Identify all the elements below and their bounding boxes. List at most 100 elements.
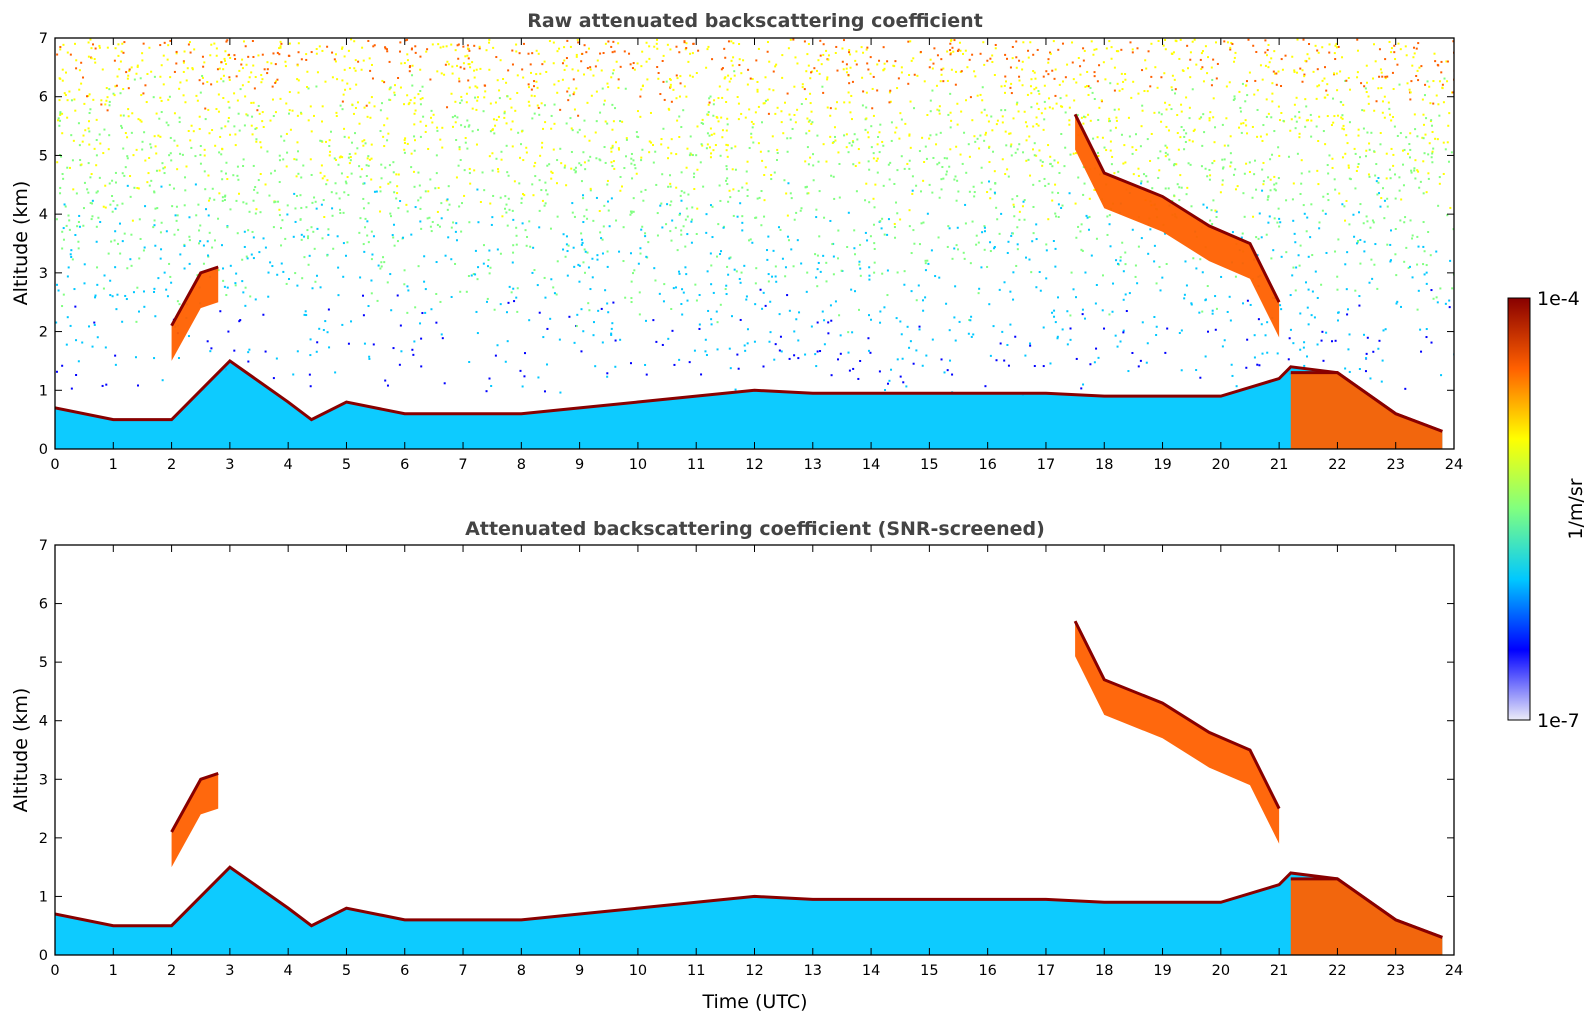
noise-pixel [1212, 116, 1215, 119]
noise-pixel [1221, 167, 1224, 170]
noise-pixel [1379, 68, 1382, 71]
noise-pixel [543, 390, 546, 393]
noise-pixel [831, 141, 834, 144]
noise-pixel [1328, 51, 1331, 54]
noise-pixel [67, 266, 70, 269]
noise-pixel [1356, 165, 1359, 168]
noise-pixel [227, 116, 230, 119]
noise-pixel [129, 195, 132, 198]
noise-pixel [467, 57, 470, 60]
noise-pixel [215, 108, 218, 111]
noise-pixel [344, 88, 347, 91]
noise-pixel [1142, 173, 1145, 176]
noise-pixel [570, 127, 573, 130]
noise-pixel [617, 42, 620, 45]
noise-pixel [58, 99, 61, 102]
noise-pixel [1408, 143, 1411, 146]
noise-pixel [576, 38, 579, 41]
noise-pixel [245, 113, 248, 116]
noise-pixel [709, 252, 712, 255]
noise-pixel [1033, 142, 1036, 145]
noise-pixel [542, 127, 545, 130]
noise-pixel [855, 50, 858, 53]
noise-pixel [537, 106, 540, 109]
noise-pixel [80, 82, 83, 85]
noise-pixel [1366, 336, 1369, 339]
noise-pixel [1221, 158, 1224, 161]
noise-pixel [1023, 110, 1026, 113]
noise-pixel [816, 254, 819, 257]
noise-pixel [380, 261, 383, 264]
noise-pixel [853, 247, 856, 250]
noise-pixel [561, 78, 564, 81]
noise-pixel [215, 47, 218, 50]
noise-pixel [343, 55, 346, 58]
noise-pixel [413, 102, 416, 105]
noise-pixel [1306, 355, 1309, 358]
noise-pixel [681, 288, 684, 291]
noise-pixel [908, 73, 911, 76]
noise-pixel [187, 335, 190, 338]
noise-pixel [1244, 119, 1247, 122]
noise-pixel [497, 115, 500, 118]
noise-pixel [499, 252, 502, 255]
noise-pixel [989, 197, 992, 200]
noise-pixel [879, 321, 882, 324]
x-tick-label: 5 [342, 963, 351, 979]
noise-pixel [1087, 93, 1090, 96]
noise-pixel [737, 102, 740, 105]
x-tick-label: 5 [342, 457, 351, 473]
noise-pixel [330, 191, 333, 194]
noise-pixel [169, 39, 172, 42]
noise-pixel [360, 168, 363, 171]
noise-pixel [1431, 152, 1434, 155]
noise-pixel [83, 282, 86, 285]
noise-pixel [992, 150, 995, 153]
noise-pixel [656, 47, 659, 50]
noise-pixel [221, 199, 224, 202]
noise-pixel [610, 197, 613, 200]
noise-pixel [614, 339, 617, 342]
noise-pixel [1011, 45, 1014, 48]
noise-pixel [466, 147, 469, 150]
noise-pixel [1225, 85, 1228, 88]
noise-pixel [436, 129, 439, 132]
noise-pixel [367, 155, 370, 158]
colorbar-gradient [1507, 297, 1531, 721]
noise-pixel [1348, 370, 1351, 373]
noise-pixel [946, 157, 949, 160]
noise-pixel [949, 49, 952, 52]
noise-pixel [466, 54, 469, 57]
noise-pixel [640, 190, 643, 193]
noise-pixel [1066, 63, 1069, 66]
noise-pixel [667, 157, 670, 160]
noise-pixel [1115, 119, 1118, 122]
noise-pixel [235, 75, 238, 78]
noise-pixel [978, 287, 981, 290]
noise-pixel [819, 39, 822, 42]
noise-pixel [1165, 263, 1168, 266]
noise-pixel [454, 230, 457, 233]
noise-pixel [989, 354, 992, 357]
noise-pixel [207, 174, 210, 177]
noise-pixel [272, 226, 275, 229]
noise-pixel [1279, 221, 1282, 224]
noise-pixel [273, 169, 276, 172]
noise-pixel [59, 111, 62, 114]
noise-pixel [1298, 116, 1301, 119]
noise-pixel [816, 321, 819, 324]
noise-pixel [583, 215, 586, 218]
noise-pixel [1157, 176, 1160, 179]
noise-pixel [139, 77, 142, 80]
noise-pixel [97, 216, 100, 219]
noise-pixel [1035, 223, 1038, 226]
noise-pixel [66, 99, 69, 102]
noise-pixel [972, 185, 975, 188]
noise-pixel [559, 147, 562, 150]
noise-pixel [363, 250, 366, 253]
noise-pixel [610, 147, 613, 150]
noise-pixel [1051, 107, 1054, 110]
noise-pixel [1322, 130, 1325, 133]
noise-pixel [388, 98, 391, 101]
noise-pixel [615, 60, 618, 63]
